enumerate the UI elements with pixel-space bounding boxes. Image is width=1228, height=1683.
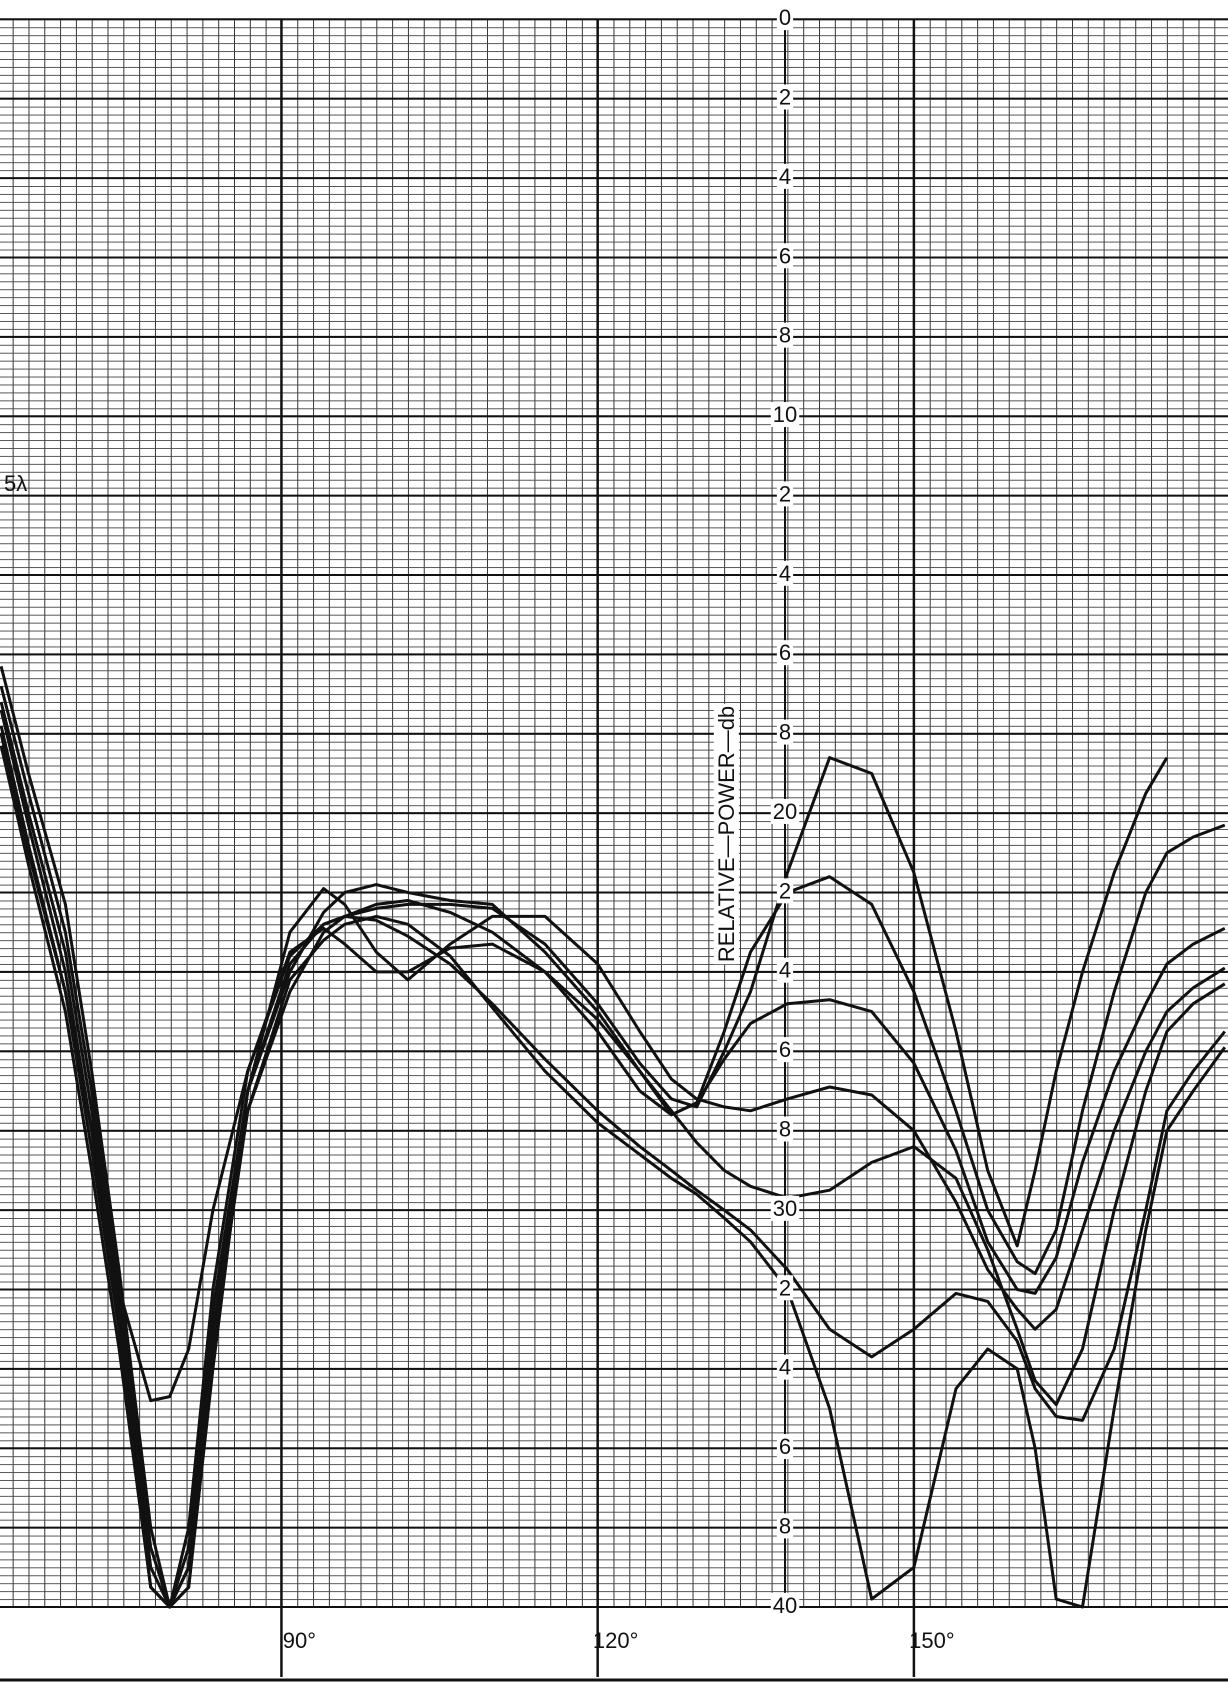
tick-label-bg [776, 719, 794, 745]
y-tick-label: 2 [779, 878, 791, 903]
tick-label-bg [776, 560, 794, 586]
tick-label-bg [776, 243, 794, 269]
y-tick-label: 6 [779, 640, 791, 665]
tick-label-bg [776, 322, 794, 348]
tick-label-bg [776, 5, 794, 31]
y-tick-label: 8 [779, 720, 791, 745]
y-tick-label: 30 [773, 1196, 797, 1221]
y-tick-label: 4 [779, 1355, 791, 1380]
data-line [0, 745, 1227, 1609]
axis-label-bg [713, 703, 739, 965]
tick-label-bg [776, 481, 794, 507]
y-tick-label: 6 [779, 1434, 791, 1459]
y-tick-label: 8 [779, 1513, 791, 1538]
y-tick-label: 2 [779, 481, 791, 506]
y-tick-label: 6 [779, 1037, 791, 1062]
y-tick-label: 4 [779, 164, 791, 189]
tick-label-bg [776, 84, 794, 110]
y-axis-label: RELATIVE—POWER—db [714, 706, 739, 962]
tick-label-bg [770, 1195, 800, 1221]
annotation: 5λ [4, 471, 27, 496]
y-tick-label: 8 [779, 323, 791, 348]
y-tick-label: 6 [779, 243, 791, 268]
y-tick-label: 4 [779, 561, 791, 586]
tick-label-bg [770, 798, 800, 824]
tick-label-bg [776, 1037, 794, 1063]
tick-label-bg [776, 878, 794, 904]
y-tick-label: 8 [779, 1117, 791, 1142]
tick-label-bg [770, 1592, 800, 1618]
data-line [0, 725, 1226, 1407]
tick-label-bg [776, 957, 794, 983]
y-tick-label: 40 [773, 1593, 797, 1618]
tick-label-bg [776, 1434, 794, 1460]
y-tick-label: 2 [779, 84, 791, 109]
x-tick-label: 90° [283, 1628, 316, 1653]
tick-label-bg [776, 1513, 794, 1539]
tick-label-bg [776, 163, 794, 189]
y-tick-label: 4 [779, 958, 791, 983]
y-tick-label: 2 [779, 1275, 791, 1300]
tick-label-bg [770, 402, 800, 428]
tick-label-bg [776, 640, 794, 666]
x-tick-label: 120° [593, 1628, 639, 1653]
y-tick-label: 10 [773, 402, 797, 427]
data-line [0, 733, 1226, 1609]
tick-label-bg [776, 1354, 794, 1380]
tick-label-bg [776, 1275, 794, 1301]
tick-label-bg [776, 1116, 794, 1142]
y-tick-label: 0 [779, 5, 791, 30]
x-tick-label: 150° [909, 1628, 955, 1653]
y-tick-label: 20 [773, 799, 797, 824]
